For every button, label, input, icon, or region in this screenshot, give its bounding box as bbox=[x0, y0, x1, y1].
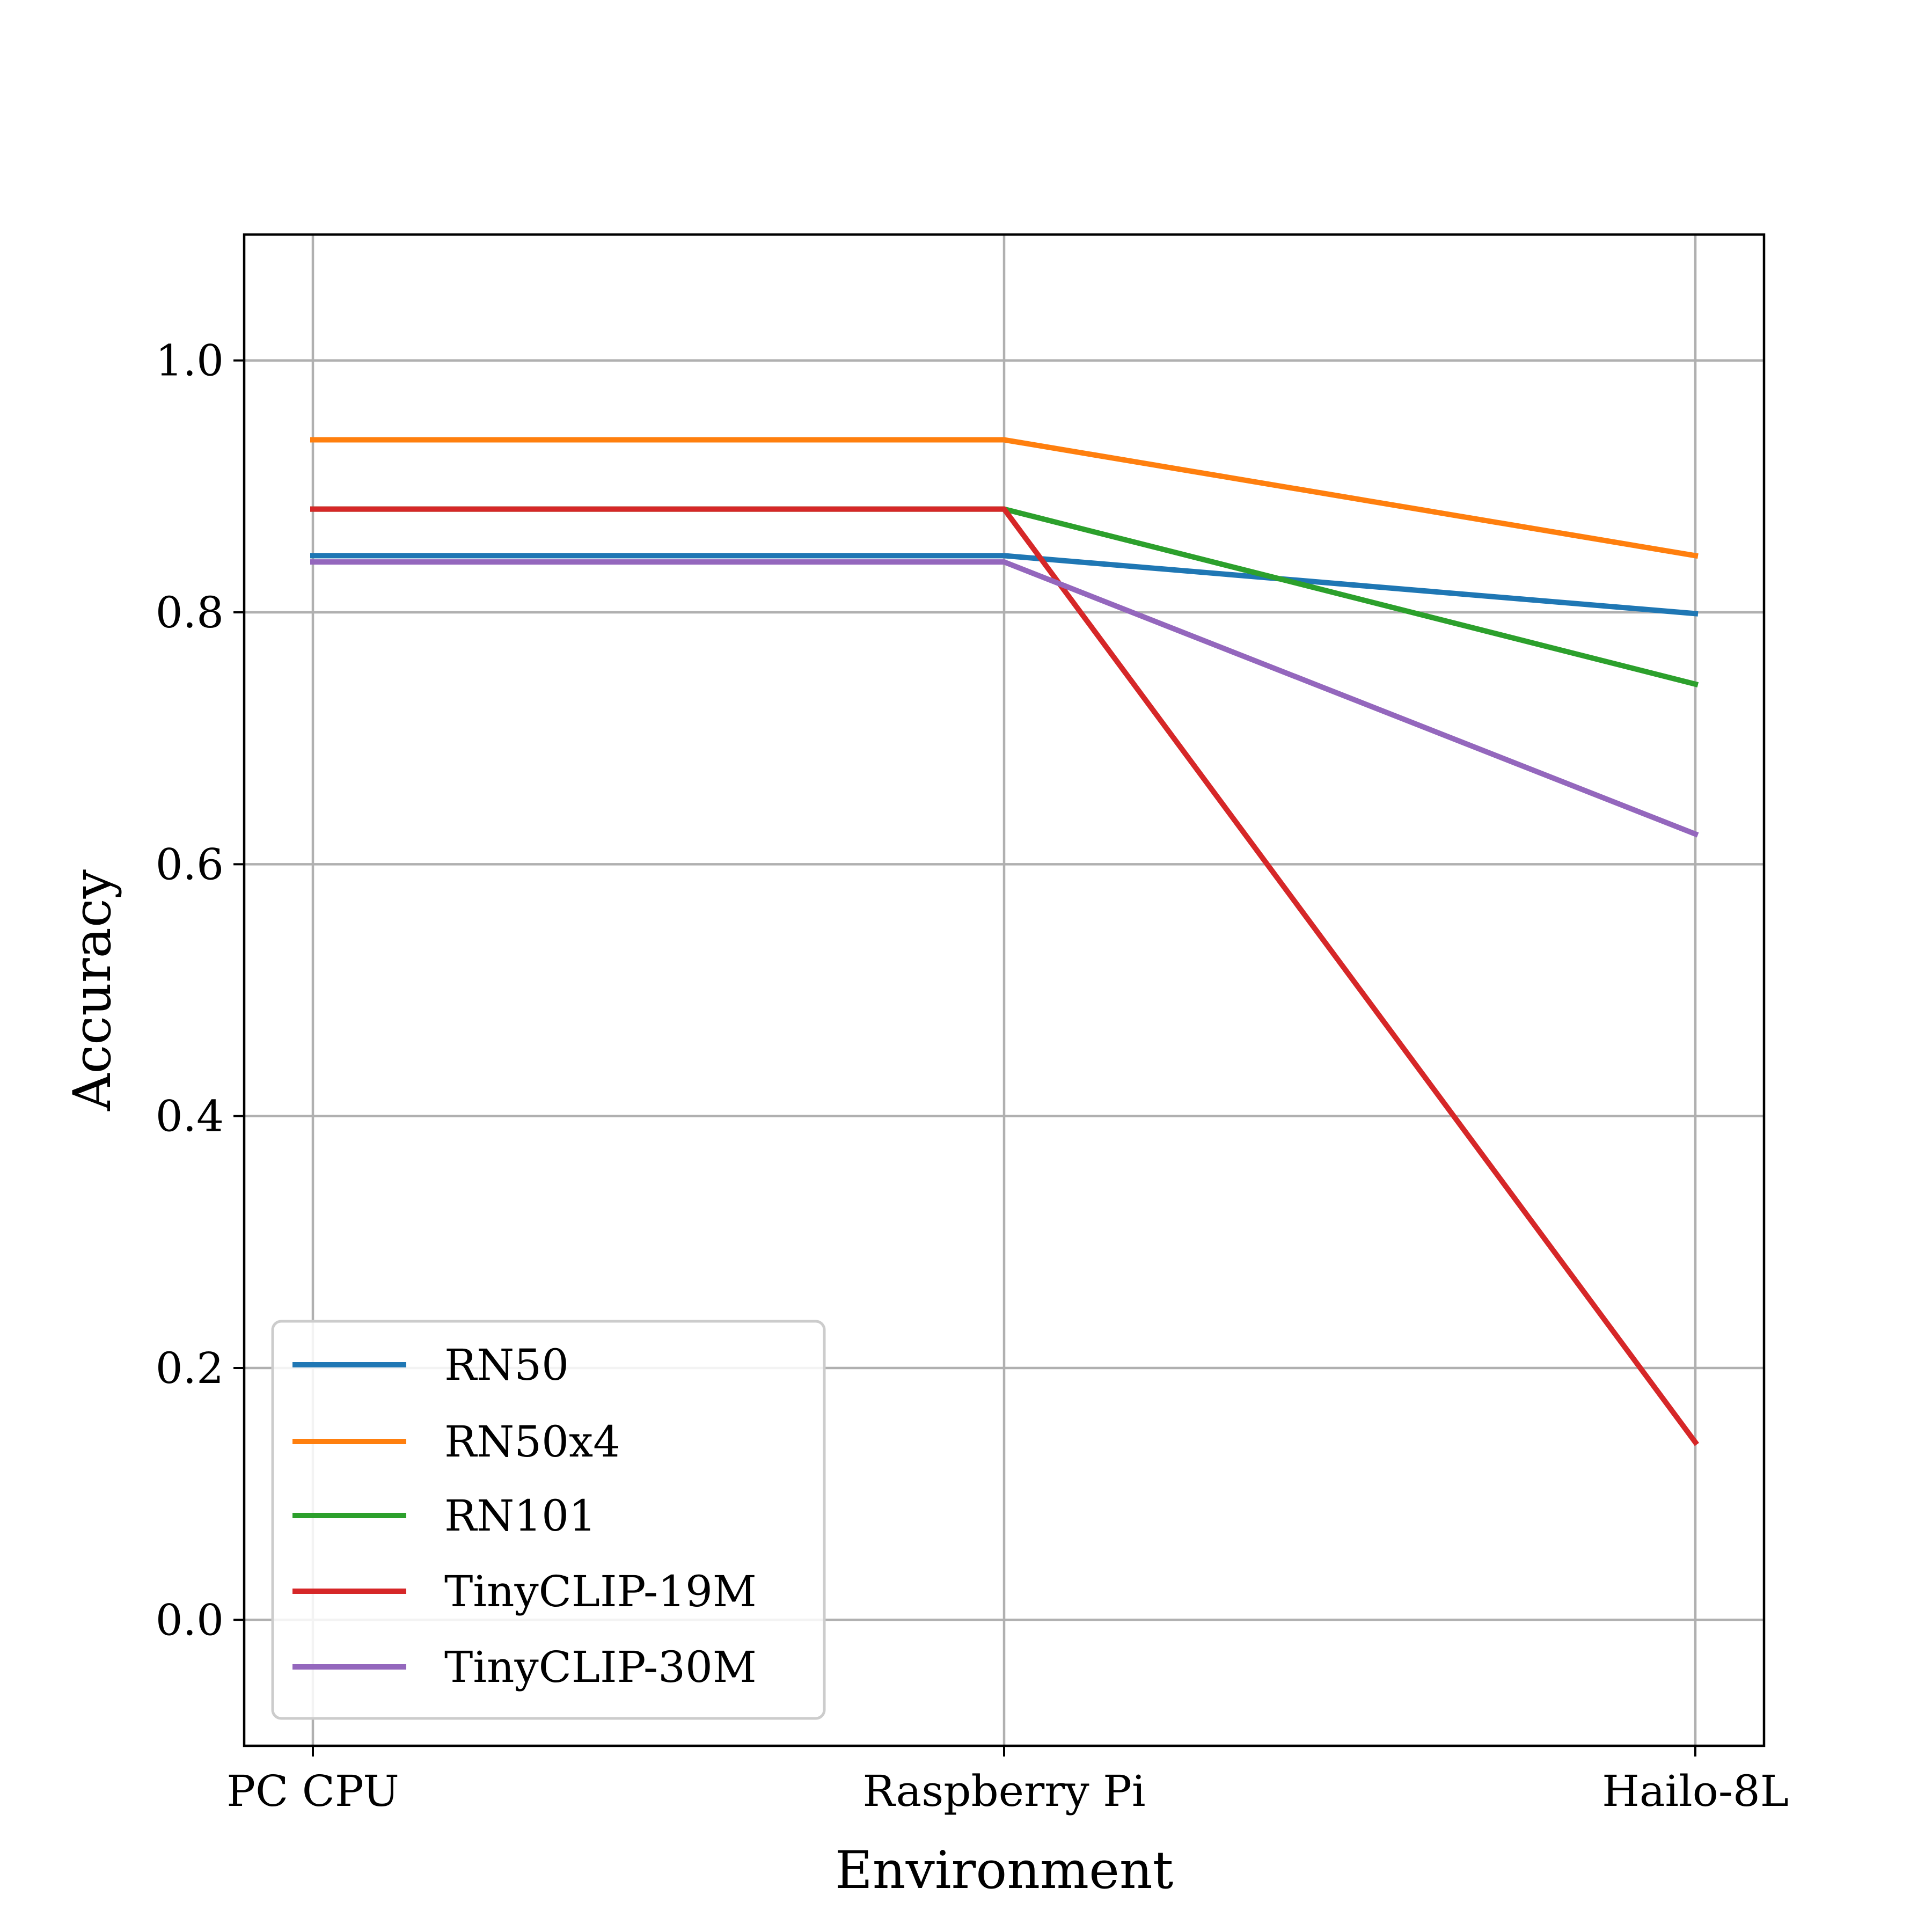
series-line bbox=[310, 553, 1699, 617]
axis-ticks: 0.0 0.2 0.4 0.6 0.8 1.0 PC CPU Raspberry Pi Hail… bbox=[156, 336, 1789, 1816]
y-tick-label: 0.8 bbox=[156, 588, 224, 638]
legend-label: RN50x4 bbox=[444, 1417, 620, 1467]
legend-label: RN101 bbox=[444, 1491, 596, 1541]
y-tick-label: 1.0 bbox=[156, 336, 224, 386]
x-tick-label: Hailo-8L bbox=[1602, 1766, 1789, 1816]
y-axis-label: Accuracy bbox=[62, 869, 122, 1111]
y-tick-label: 0.6 bbox=[156, 839, 224, 889]
series-line bbox=[310, 506, 1699, 1446]
x-tick-label: PC CPU bbox=[226, 1766, 399, 1816]
legend-label: RN50 bbox=[444, 1340, 569, 1390]
legend-label: TinyCLIP-30M bbox=[444, 1642, 757, 1692]
legend: RN50 RN50x4 RN101 TinyCLIP-19M TinyCLIP-30M bbox=[271, 1320, 826, 1720]
x-axis-label: Environment bbox=[835, 1840, 1174, 1900]
y-tick-label: 0.2 bbox=[156, 1343, 224, 1393]
x-tick-label: Raspberry Pi bbox=[862, 1766, 1145, 1816]
legend-label: TinyCLIP-19M bbox=[444, 1567, 757, 1616]
y-tick-label: 0.0 bbox=[156, 1595, 224, 1645]
y-tick-label: 0.4 bbox=[156, 1092, 224, 1141]
legend-box bbox=[271, 1320, 826, 1720]
series-line bbox=[310, 437, 1699, 559]
series-line bbox=[310, 559, 1699, 838]
series-lines bbox=[310, 437, 1699, 1446]
